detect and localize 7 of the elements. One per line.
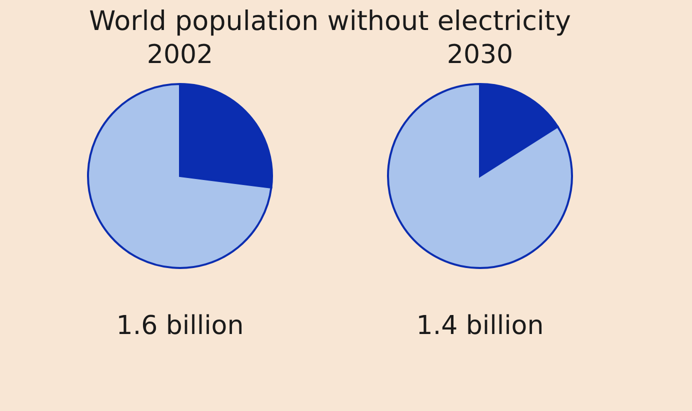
pie-slice bbox=[387, 83, 573, 269]
text: 1.4 billion bbox=[416, 311, 544, 341]
chart-subtitle: 2030 bbox=[446, 40, 514, 70]
pie-slice bbox=[87, 83, 272, 269]
text: 1.6 billion bbox=[116, 311, 244, 341]
text: World population without electricity bbox=[89, 6, 572, 37]
chart-subtitle: 2002 bbox=[146, 40, 214, 70]
